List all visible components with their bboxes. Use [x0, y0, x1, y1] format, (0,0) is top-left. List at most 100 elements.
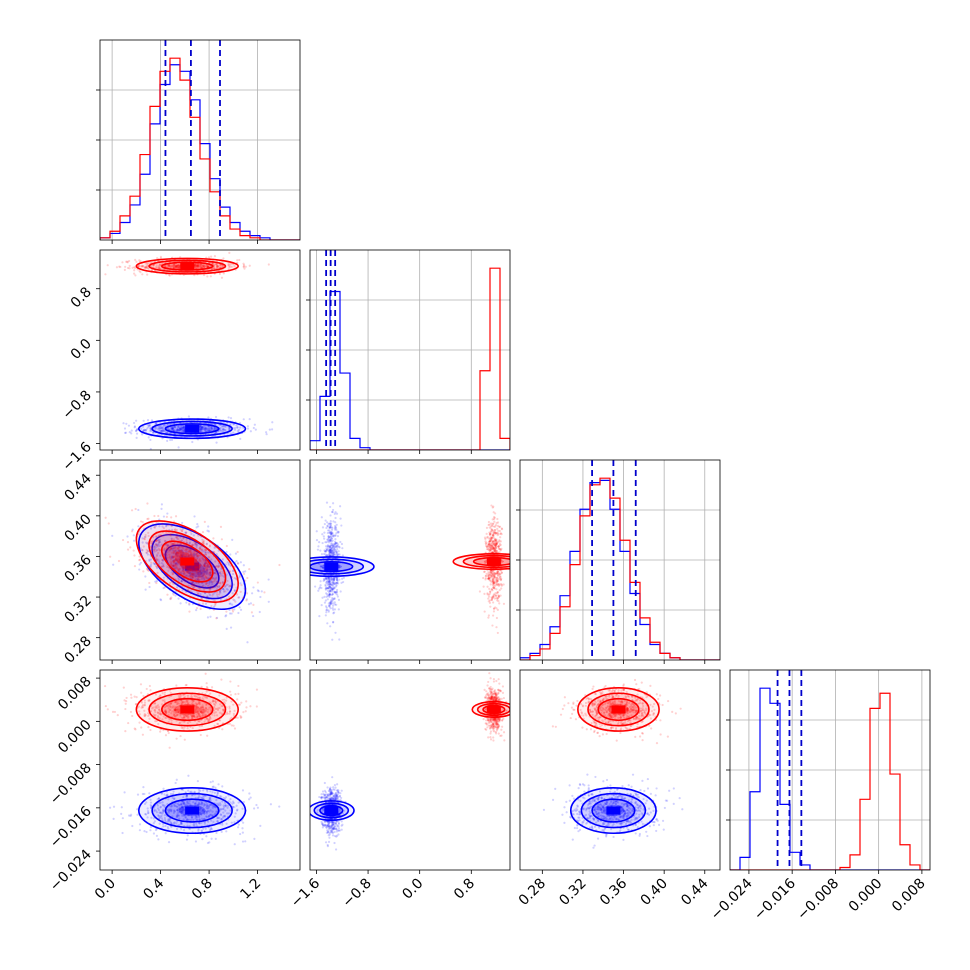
- scatter-point: [222, 257, 225, 260]
- scatter-point: [332, 582, 335, 585]
- scatter-point: [169, 265, 172, 268]
- scatter-point: [496, 573, 499, 576]
- scatter-point: [193, 553, 196, 557]
- scatter-point: [188, 602, 191, 605]
- scatter-point: [184, 566, 187, 569]
- scatter-point: [193, 575, 197, 578]
- scatter-point: [329, 522, 332, 525]
- scatter-point: [173, 263, 176, 267]
- scatter-point: [155, 549, 158, 552]
- scatter-point: [185, 818, 189, 821]
- scatter-point: [203, 812, 206, 815]
- scatter-point: [186, 547, 190, 550]
- scatter-point: [138, 558, 142, 561]
- scatter-point: [198, 547, 201, 550]
- scatter-point: [219, 574, 222, 577]
- scatter-point: [158, 425, 161, 428]
- scatter-point: [172, 559, 175, 562]
- scatter-point: [207, 525, 210, 528]
- scatter-point: [200, 571, 203, 575]
- scatter-point: [203, 803, 207, 807]
- scatter-point: [177, 546, 180, 549]
- scatter-point: [172, 564, 175, 568]
- scatter-point: [329, 602, 332, 605]
- scatter-point: [492, 577, 495, 581]
- scatter-point: [163, 555, 167, 558]
- scatter-point: [201, 837, 204, 841]
- scatter-point: [155, 580, 158, 583]
- scatter-point: [200, 830, 204, 833]
- scatter-point: [176, 429, 179, 432]
- scatter-point: [241, 807, 244, 810]
- scatter-point: [199, 564, 202, 567]
- scatter-point: [216, 816, 219, 819]
- scatter-point: [491, 583, 494, 586]
- scatter-point: [328, 593, 331, 596]
- scatter-point: [206, 265, 210, 268]
- scatter-point: [213, 605, 216, 608]
- scatter-point: [330, 579, 333, 582]
- scatter-point: [186, 570, 190, 574]
- scatter-point: [212, 262, 215, 265]
- scatter-point: [175, 567, 178, 570]
- scatter-point: [239, 582, 242, 585]
- scatter-point: [330, 602, 333, 605]
- scatter-point: [205, 549, 208, 552]
- scatter-point: [328, 531, 331, 535]
- scatter-point: [498, 584, 501, 587]
- scatter-point: [326, 589, 330, 593]
- scatter-point: [327, 541, 331, 544]
- scatter-point: [170, 560, 173, 564]
- scatter-point: [193, 554, 196, 557]
- scatter-point: [239, 426, 242, 429]
- scatter-point: [331, 577, 334, 580]
- scatter-point: [493, 572, 497, 575]
- scatter-point: [135, 429, 138, 432]
- scatter-point: [222, 590, 226, 593]
- scatter-point: [196, 262, 200, 266]
- scatter-point: [130, 429, 133, 432]
- scatter-point: [487, 577, 490, 580]
- histogram-panel-3: [730, 670, 930, 870]
- scatter-point: [190, 551, 193, 554]
- scatter-point: [198, 566, 202, 569]
- scatter-point: [129, 813, 133, 816]
- scatter-point: [174, 548, 177, 552]
- scatter-point: [494, 591, 497, 595]
- scatter-point: [187, 415, 190, 418]
- scatter-point: [328, 545, 331, 548]
- scatter-point: [333, 543, 336, 546]
- scatter-point: [322, 579, 325, 583]
- scatter-point: [176, 428, 179, 431]
- scatter-point: [144, 266, 147, 269]
- scatter-point: [153, 810, 156, 813]
- scatter-point: [492, 522, 495, 525]
- scatter-point: [185, 538, 188, 541]
- scatter-point: [326, 521, 329, 524]
- scatter-point: [219, 525, 223, 528]
- scatter-point: [214, 263, 218, 266]
- scatter-point: [200, 801, 204, 805]
- scatter-point: [176, 537, 179, 540]
- scatter-point: [170, 547, 173, 550]
- scatter-point: [497, 599, 500, 603]
- scatter-point: [133, 565, 137, 568]
- scatter-point: [199, 265, 202, 268]
- scatter-point: [337, 598, 341, 601]
- scatter-point: [171, 815, 174, 818]
- scatter-point: [144, 266, 147, 269]
- scatter-point: [497, 569, 500, 572]
- scatter-point: [144, 588, 147, 591]
- scatter-point: [213, 427, 216, 430]
- scatter-point: [180, 426, 184, 430]
- scatter-point: [334, 516, 337, 520]
- scatter-point: [209, 571, 212, 574]
- scatter-point: [219, 808, 222, 811]
- scatter-point: [148, 427, 152, 430]
- scatter-point: [199, 424, 202, 427]
- scatter-point: [324, 576, 327, 580]
- scatter-point: [172, 552, 175, 555]
- scatter-point: [182, 808, 185, 811]
- scatter-point: [200, 571, 203, 575]
- scatter-point: [216, 586, 219, 589]
